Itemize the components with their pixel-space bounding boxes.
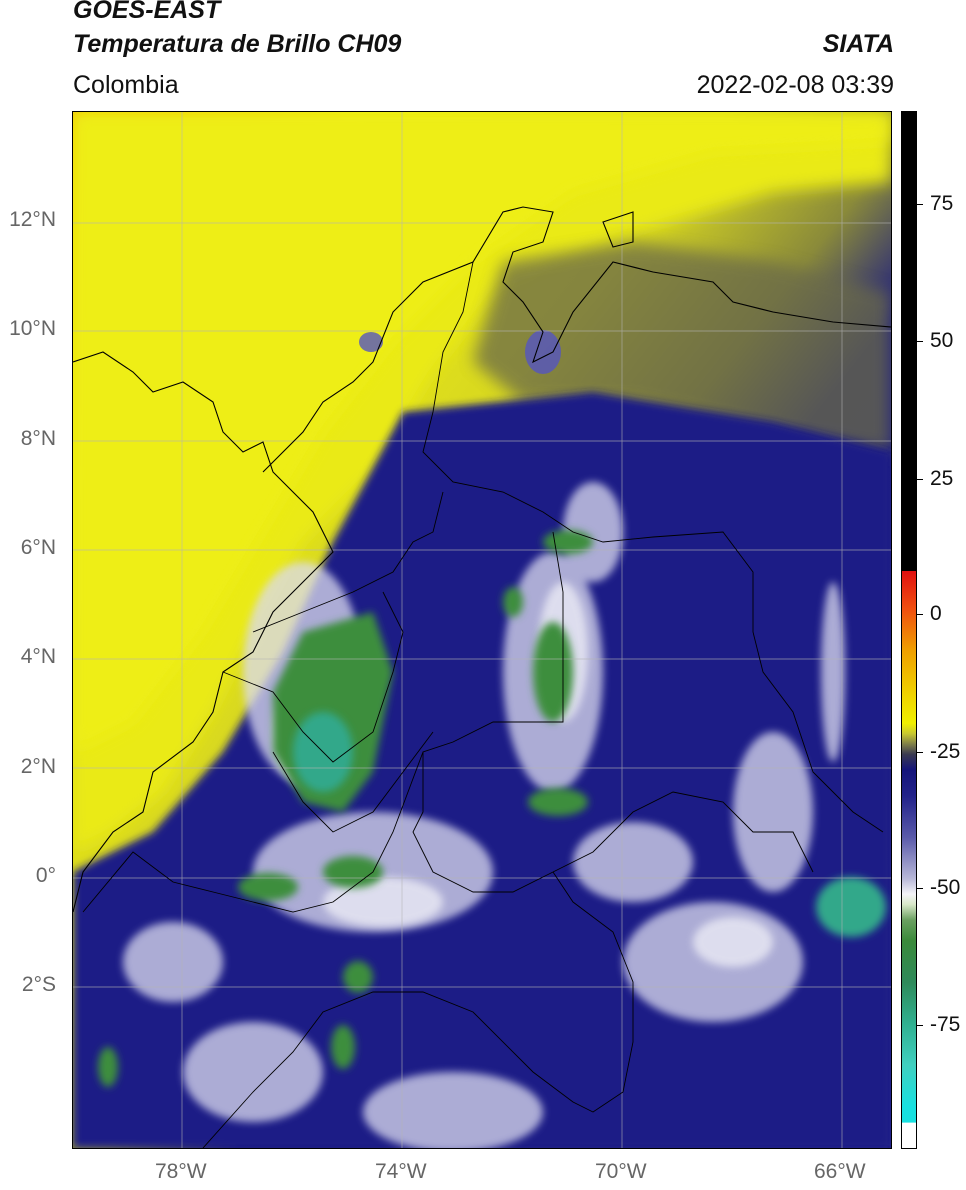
satellite-title: GOES-EAST bbox=[73, 0, 221, 24]
colorbar-label-0: 0 bbox=[930, 602, 942, 625]
lat-label-6n: 6°N bbox=[20, 536, 56, 559]
region-label: Colombia bbox=[73, 71, 179, 99]
map-image bbox=[73, 112, 891, 1148]
lon-label-78w: 78°W bbox=[155, 1160, 207, 1183]
lon-label-70w: 70°W bbox=[595, 1160, 647, 1183]
lat-label-10n: 10°N bbox=[9, 317, 56, 340]
colorbar-tick-minus75 bbox=[917, 1025, 923, 1027]
colorbar-tick-minus25 bbox=[917, 752, 923, 754]
coastlines bbox=[73, 206, 891, 913]
colorbar-tick-25 bbox=[917, 479, 923, 481]
colorbar-tick-0 bbox=[917, 614, 923, 616]
product-title: Temperatura de Brillo CH09 bbox=[73, 30, 402, 58]
organization-label: SIATA bbox=[822, 30, 894, 58]
lon-label-66w: 66°W bbox=[814, 1160, 866, 1183]
colorbar bbox=[901, 111, 917, 1149]
lat-label-0: 0° bbox=[35, 864, 56, 887]
lat-label-8n: 8°N bbox=[20, 427, 56, 450]
borders bbox=[82, 261, 884, 1148]
lat-label-12n: 12°N bbox=[9, 208, 56, 231]
datetime-label: 2022-02-08 03:39 bbox=[696, 71, 894, 99]
lat-label-4n: 4°N bbox=[20, 645, 56, 668]
colorbar-label-75: 75 bbox=[930, 192, 954, 215]
colorbar-label-25: 25 bbox=[930, 467, 954, 490]
lat-label-2n: 2°N bbox=[20, 755, 56, 778]
satellite-map[interactable] bbox=[72, 111, 892, 1149]
lon-label-74w: 74°W bbox=[375, 1160, 427, 1183]
colorbar-label-minus25: -25 bbox=[930, 740, 961, 763]
lat-label-2s: 2°S bbox=[21, 973, 56, 996]
colorbar-tick-50 bbox=[917, 341, 923, 343]
colorbar-tick-minus50 bbox=[917, 888, 923, 890]
colorbar-tick-75 bbox=[917, 204, 923, 206]
colorbar-label-minus75: -75 bbox=[930, 1013, 961, 1036]
colorbar-label-50: 50 bbox=[930, 329, 954, 352]
colorbar-label-minus50: -50 bbox=[930, 876, 961, 899]
